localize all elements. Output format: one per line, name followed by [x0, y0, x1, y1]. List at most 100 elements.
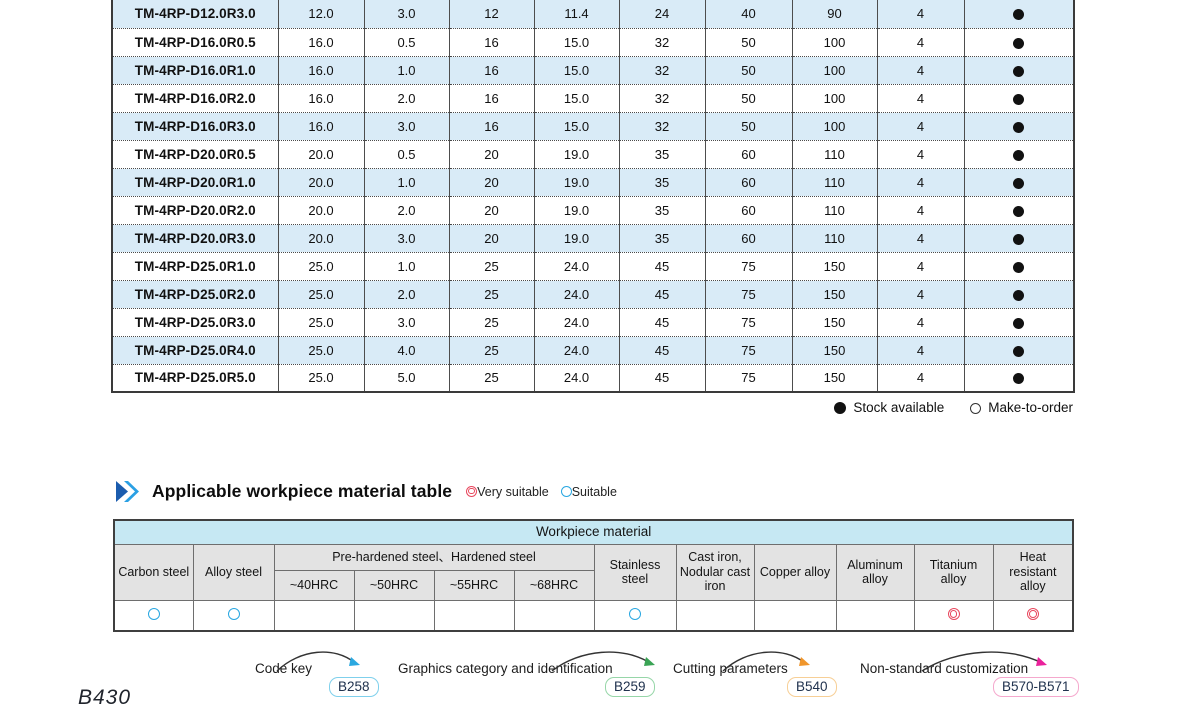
value-cell: 110	[792, 168, 878, 197]
model-cell: TM-4RP-D25.0R4.0	[112, 336, 279, 365]
value-cell: 75	[705, 336, 793, 365]
value-cell: 45	[619, 252, 706, 281]
stock-cell	[964, 224, 1074, 253]
col-header-titanium-alloy: Titanium alloy	[913, 543, 994, 601]
stock-available-icon	[1013, 121, 1025, 133]
value-cell: 20.0	[278, 224, 365, 253]
section-marker-icon	[116, 481, 139, 502]
value-cell: 35	[619, 140, 706, 169]
stock-cell	[964, 112, 1074, 141]
value-cell: 4	[877, 112, 965, 141]
make-to-order-icon	[970, 402, 982, 414]
footer-link-label: Graphics category and identification	[398, 661, 613, 676]
spec-row: TM-4RP-D25.0R2.0 25.0 2.0 25 24.0 45 75 150 4	[112, 280, 1074, 309]
value-cell: 24.0	[534, 252, 620, 281]
model-cell: TM-4RP-D20.0R1.0	[112, 168, 279, 197]
rating-cell	[675, 599, 755, 632]
value-cell: 20.0	[278, 168, 365, 197]
col-header-68hrc: ~68HRC	[513, 569, 595, 601]
value-cell: 0.5	[364, 28, 450, 57]
suitable-label: Suitable	[571, 484, 617, 499]
value-cell: 4	[877, 0, 965, 29]
value-cell: 90	[792, 0, 878, 29]
stock-available-icon	[1013, 37, 1025, 49]
spec-row: TM-4RP-D16.0R1.0 16.0 1.0 16 15.0 32 50 100 4	[112, 56, 1074, 85]
value-cell: 20.0	[278, 140, 365, 169]
value-cell: 24.0	[534, 280, 620, 309]
stock-available-icon	[1013, 317, 1025, 329]
page-reference-link[interactable]: B570-B571	[993, 677, 1079, 697]
value-cell: 19.0	[534, 140, 620, 169]
value-cell: 4.0	[364, 336, 450, 365]
model-cell: TM-4RP-D25.0R2.0	[112, 280, 279, 309]
make-to-order-label: Make-to-order	[988, 400, 1073, 415]
model-cell: TM-4RP-D16.0R3.0	[112, 112, 279, 141]
stock-available-icon	[1013, 93, 1025, 105]
workpiece-table-title: Workpiece material	[113, 519, 1074, 545]
page-reference-link[interactable]: B258	[329, 677, 379, 697]
model-cell: TM-4RP-D25.0R3.0	[112, 308, 279, 337]
value-cell: 3.0	[364, 308, 450, 337]
value-cell: 19.0	[534, 196, 620, 225]
very-suitable-label: Very suitable	[477, 484, 549, 499]
value-cell: 12	[449, 0, 535, 29]
value-cell: 75	[705, 252, 793, 281]
value-cell: 20.0	[278, 196, 365, 225]
value-cell: 2.0	[364, 84, 450, 113]
page-reference-link[interactable]: B259	[605, 677, 655, 697]
value-cell: 25	[449, 252, 535, 281]
value-cell: 5.0	[364, 364, 450, 392]
model-cell: TM-4RP-D20.0R2.0	[112, 196, 279, 225]
stock-available-label: Stock available	[853, 400, 945, 415]
rating-cell	[113, 599, 194, 632]
value-cell: 50	[705, 84, 793, 113]
stock-cell	[964, 0, 1074, 29]
value-cell: 45	[619, 280, 706, 309]
value-cell: 45	[619, 336, 706, 365]
workpiece-material-table: Workpiece material Carbon steel Alloy st…	[113, 519, 1075, 632]
value-cell: 75	[705, 280, 793, 309]
value-cell: 25	[449, 280, 535, 309]
col-header-heat-resistant-alloy: Heat resistant alloy	[992, 543, 1074, 601]
stock-cell	[964, 196, 1074, 225]
page-reference-link[interactable]: B540	[787, 677, 837, 697]
suitable-icon	[629, 608, 641, 621]
value-cell: 16.0	[278, 56, 365, 85]
value-cell: 4	[877, 140, 965, 169]
link-arrow-icon	[276, 651, 360, 672]
value-cell: 24.0	[534, 308, 620, 337]
stock-cell	[964, 168, 1074, 197]
rating-cell	[992, 599, 1074, 632]
rating-cell	[353, 599, 435, 632]
value-cell: 45	[619, 364, 706, 392]
value-cell: 4	[877, 196, 965, 225]
value-cell: 150	[792, 336, 878, 365]
value-cell: 12.0	[278, 0, 365, 29]
value-cell: 45	[619, 308, 706, 337]
value-cell: 3.0	[364, 112, 450, 141]
value-cell: 25.0	[278, 336, 365, 365]
value-cell: 3.0	[364, 0, 450, 29]
value-cell: 4	[877, 364, 965, 392]
stock-legend: Stock available Make-to-order	[111, 400, 1073, 415]
stock-cell	[964, 140, 1074, 169]
value-cell: 16.0	[278, 84, 365, 113]
value-cell: 16	[449, 84, 535, 113]
value-cell: 20	[449, 168, 535, 197]
tool-spec-table: TM-4RP-D12.0R3.0 12.0 3.0 12 11.4 24 40 90 4 TM-4…	[111, 0, 1075, 393]
value-cell: 100	[792, 28, 878, 57]
col-header-55hrc: ~55HRC	[433, 569, 515, 601]
stock-available-icon	[1013, 233, 1025, 245]
value-cell: 32	[619, 112, 706, 141]
value-cell: 15.0	[534, 28, 620, 57]
value-cell: 35	[619, 196, 706, 225]
stock-available-icon	[1013, 9, 1025, 21]
value-cell: 20	[449, 140, 535, 169]
value-cell: 1.0	[364, 168, 450, 197]
value-cell: 60	[705, 168, 793, 197]
value-cell: 11.4	[534, 0, 620, 29]
value-cell: 50	[705, 112, 793, 141]
spec-row: TM-4RP-D20.0R0.5 20.0 0.5 20 19.0 35 60 110 4	[112, 140, 1074, 169]
value-cell: 20	[449, 196, 535, 225]
